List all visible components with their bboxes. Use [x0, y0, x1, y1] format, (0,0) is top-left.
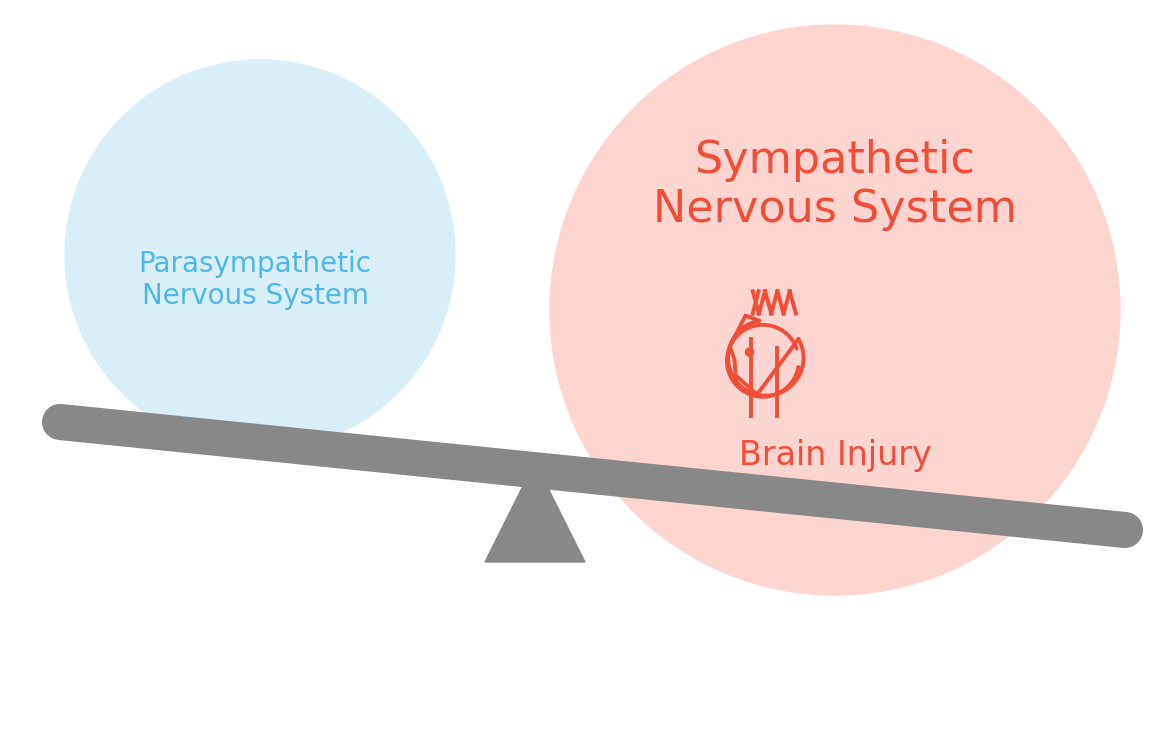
Text: Sympathetic
Nervous System: Sympathetic Nervous System — [653, 138, 1017, 232]
Text: Parasympathetic
Nervous System: Parasympathetic Nervous System — [138, 250, 372, 310]
Polygon shape — [485, 462, 585, 562]
Text: Brain Injury: Brain Injury — [738, 439, 932, 471]
Ellipse shape — [550, 25, 1120, 595]
Circle shape — [745, 348, 754, 356]
Ellipse shape — [64, 60, 455, 450]
